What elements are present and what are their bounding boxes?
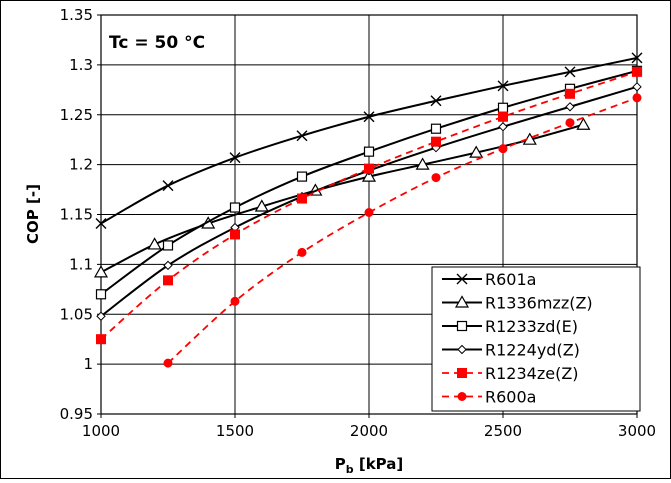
data-point: [363, 146, 375, 157]
x-axis-title-main: P: [335, 455, 346, 473]
y-tick-label: 1.25: [60, 106, 93, 124]
data-point: [430, 123, 442, 134]
data-point: [565, 102, 575, 112]
data-point: [96, 311, 106, 321]
data-point: [93, 265, 109, 278]
x-axis-title-unit: [kPa]: [354, 455, 404, 473]
legend-item-R601a: R601a: [442, 270, 536, 289]
legend-label: R601a: [485, 270, 536, 289]
y-tick-label: 1.05: [60, 305, 93, 323]
data-point: [147, 237, 162, 250]
data-point: [431, 136, 441, 147]
data-point: [498, 144, 508, 154]
y-tick-label: 1.15: [60, 206, 93, 224]
data-point: [565, 88, 575, 99]
x-axis-title-subscript: b: [346, 463, 354, 476]
data-point: [296, 130, 308, 142]
annotation-group: Tc = 50 °C: [109, 33, 205, 53]
data-point: [415, 157, 430, 170]
grid: [101, 15, 637, 414]
data-point: [254, 199, 269, 212]
x-tick-label: 2500: [484, 422, 522, 440]
data-point: [364, 163, 374, 174]
data-point: [229, 202, 241, 213]
data-point: [296, 171, 308, 182]
legend-marker: [457, 368, 467, 378]
legend-box: [431, 266, 641, 412]
y-tick-label: 1.2: [69, 156, 93, 174]
data-point: [632, 82, 642, 92]
data-point: [230, 296, 240, 306]
data-point: [564, 66, 576, 78]
y-tick-label: 1.1: [69, 255, 93, 273]
data-point: [469, 145, 484, 158]
axis-ticks: 1000 1500 2000 2500 3000 0.95 1 1.05 1.1 1.15 1.2 1…: [60, 6, 657, 440]
y-axis-title: COP [-]: [24, 184, 42, 244]
legend-marker: [454, 295, 470, 308]
legend-label: R600a: [485, 388, 536, 407]
data-point: [163, 260, 173, 271]
series-R601a: [95, 52, 643, 229]
data-point: [632, 66, 642, 77]
data-point: [162, 240, 174, 251]
data-point: [230, 229, 240, 240]
chart-annotation: Tc = 50 °C: [109, 33, 205, 53]
legend-label: R1233zd(E): [485, 317, 578, 336]
data-point: [361, 169, 377, 182]
legend-marker: [456, 320, 468, 332]
x-tick-label: 1500: [216, 422, 254, 440]
data-point: [163, 275, 173, 286]
y-tick-label: 1.3: [69, 56, 93, 74]
data-point: [162, 180, 174, 192]
legend-label: R1336mzz(Z): [485, 294, 593, 313]
data-point: [363, 111, 375, 123]
legend-item-R1224yd(Z): R1224yd(Z): [442, 341, 580, 360]
series-line: [100, 71, 638, 340]
y-tick-label: 1: [83, 355, 93, 373]
data-point: [95, 217, 107, 229]
legend-marker: [457, 392, 467, 401]
data-point: [498, 111, 508, 122]
series-R600a: [163, 93, 642, 368]
data-point: [229, 152, 241, 164]
data-point: [431, 173, 441, 183]
data-point: [297, 193, 307, 204]
x-tick-label: 1000: [82, 422, 120, 440]
legend-item-R1233zd(E): R1233zd(E): [442, 317, 578, 336]
data-point: [632, 93, 642, 103]
data-point: [498, 122, 508, 132]
legend: R601a R1336mzz(Z) R1233zd(E) R1224yd(Z) R123…: [431, 266, 641, 412]
data-point: [631, 52, 643, 64]
legend-item-R1234ze(Z): R1234ze(Z): [442, 364, 579, 383]
y-tick-label: 0.95: [60, 405, 93, 423]
x-tick-label: 2000: [350, 422, 388, 440]
data-point: [497, 80, 509, 92]
series-group: [93, 52, 643, 368]
data-point: [565, 118, 575, 128]
data-point: [497, 102, 509, 113]
legend-marker: [456, 273, 468, 285]
series-line: [167, 96, 638, 364]
data-point: [364, 208, 374, 218]
legend-label: R1234ze(Z): [485, 364, 579, 383]
data-point: [430, 95, 442, 107]
legend-item-R600a: R600a: [442, 388, 536, 407]
data-point: [96, 334, 106, 345]
y-tick-label: 1.35: [60, 6, 93, 24]
x-tick-label: 3000: [618, 422, 656, 440]
data-point: [95, 289, 107, 300]
axis-titles: COP [-] Pb [kPa]: [24, 184, 403, 476]
series-R1234ze(Z): [96, 66, 642, 345]
data-point: [163, 358, 173, 368]
data-point: [297, 247, 307, 257]
legend-marker: [457, 344, 467, 355]
x-axis-title: Pb [kPa]: [335, 455, 404, 476]
legend-label: R1224yd(Z): [485, 341, 580, 360]
data-point: [576, 117, 591, 130]
legend-item-R1336mzz(Z): R1336mzz(Z): [442, 294, 593, 313]
